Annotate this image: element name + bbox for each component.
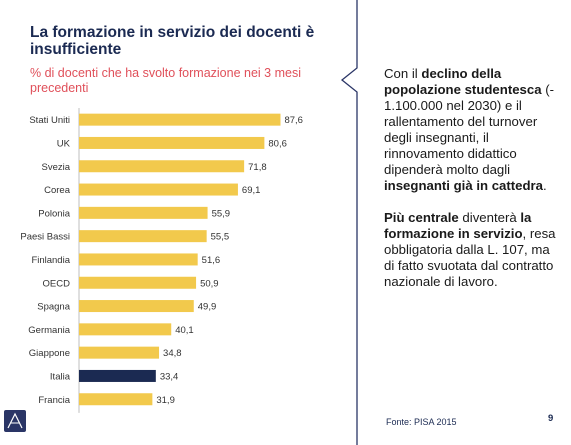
category-label: Corea — [44, 185, 71, 196]
bar-oecd — [79, 276, 197, 289]
bar-polonia — [79, 206, 208, 219]
value-label: 69,1 — [242, 185, 261, 196]
category-label: Svezia — [41, 162, 70, 173]
para1-run-0: Con il — [384, 66, 422, 81]
para2-run-0: Più centrale — [384, 210, 459, 225]
para1-run-4: . — [543, 178, 547, 193]
bar-germania — [79, 323, 172, 336]
category-label: Giappone — [29, 348, 70, 359]
category-label: Germania — [28, 325, 70, 336]
category-label: Francia — [38, 395, 70, 406]
x-tick-label: 40 — [166, 419, 177, 420]
bar-spagna — [79, 300, 194, 313]
value-label: 31,9 — [156, 395, 175, 406]
para2-run-2: la formazione in servizio — [384, 210, 532, 241]
value-label: 34,8 — [163, 348, 182, 359]
page-title: La formazione in servizio dei docenti è … — [30, 24, 315, 58]
bar-italia — [79, 369, 156, 382]
para1-run-2: (- 1.100.000 nel 2030) e il rallentament… — [384, 82, 554, 177]
value-label: 55,5 — [211, 232, 230, 243]
para2-run-3: , resa obbligatoria dalla L. 107, ma di … — [384, 226, 556, 289]
page-number: 9 — [548, 413, 554, 424]
para1-run-1: declino della popolazione studentesca — [384, 66, 542, 97]
commentary-panel: Con il declino della popolazione student… — [384, 66, 556, 306]
bar-stati-uniti — [79, 113, 281, 126]
value-label: 71,8 — [248, 162, 267, 173]
category-label: Finlandia — [31, 255, 70, 266]
bar-francia — [79, 393, 153, 406]
value-label: 40,1 — [175, 325, 194, 336]
source-note: Fonte: PISA 2015 — [386, 417, 457, 427]
bar-finlandia — [79, 253, 198, 266]
category-label: Polonia — [38, 208, 70, 219]
bar-giappone — [79, 346, 160, 359]
value-label: 80,6 — [268, 138, 287, 149]
value-label: 49,9 — [198, 302, 217, 313]
x-tick-label: 60 — [212, 419, 223, 420]
bar-chart: Stati Uniti 87,6 UK 80,6 Svezia 71,8 Corea 69,1… — [20, 108, 317, 420]
value-label: 51,6 — [202, 255, 221, 266]
para1-run-3: insegnanti già in cattedra — [384, 178, 544, 193]
x-tick-label: 20 — [120, 419, 131, 420]
value-label: 87,6 — [284, 115, 303, 126]
category-label: Stati Uniti — [29, 115, 70, 126]
x-tick-label: 0 — [76, 419, 81, 420]
value-label: 50,9 — [200, 278, 219, 289]
category-label: OECD — [43, 278, 71, 289]
category-label: Italia — [50, 371, 71, 382]
x-tick-label: 100 — [301, 419, 317, 420]
logo-icon — [4, 410, 26, 432]
category-label: UK — [57, 138, 71, 149]
bar-uk — [79, 136, 265, 149]
bar-corea — [79, 183, 238, 196]
value-label: 33,4 — [160, 371, 179, 382]
bar-svezia — [79, 160, 245, 173]
bar-paesi-bassi — [79, 230, 207, 243]
x-tick-label: 80 — [258, 419, 269, 420]
category-label: Spagna — [37, 302, 70, 313]
commentary-paragraph-1: Con il declino della popolazione student… — [384, 66, 556, 194]
chart-subtitle: % di docenti che ha svolto formazione ne… — [30, 66, 301, 95]
para2-run-1: diventerà — [458, 210, 521, 225]
value-label: 55,9 — [212, 208, 231, 219]
commentary-paragraph-2: Più centrale diventerà la formazione in … — [384, 210, 556, 290]
category-label: Paesi Bassi — [20, 232, 70, 243]
